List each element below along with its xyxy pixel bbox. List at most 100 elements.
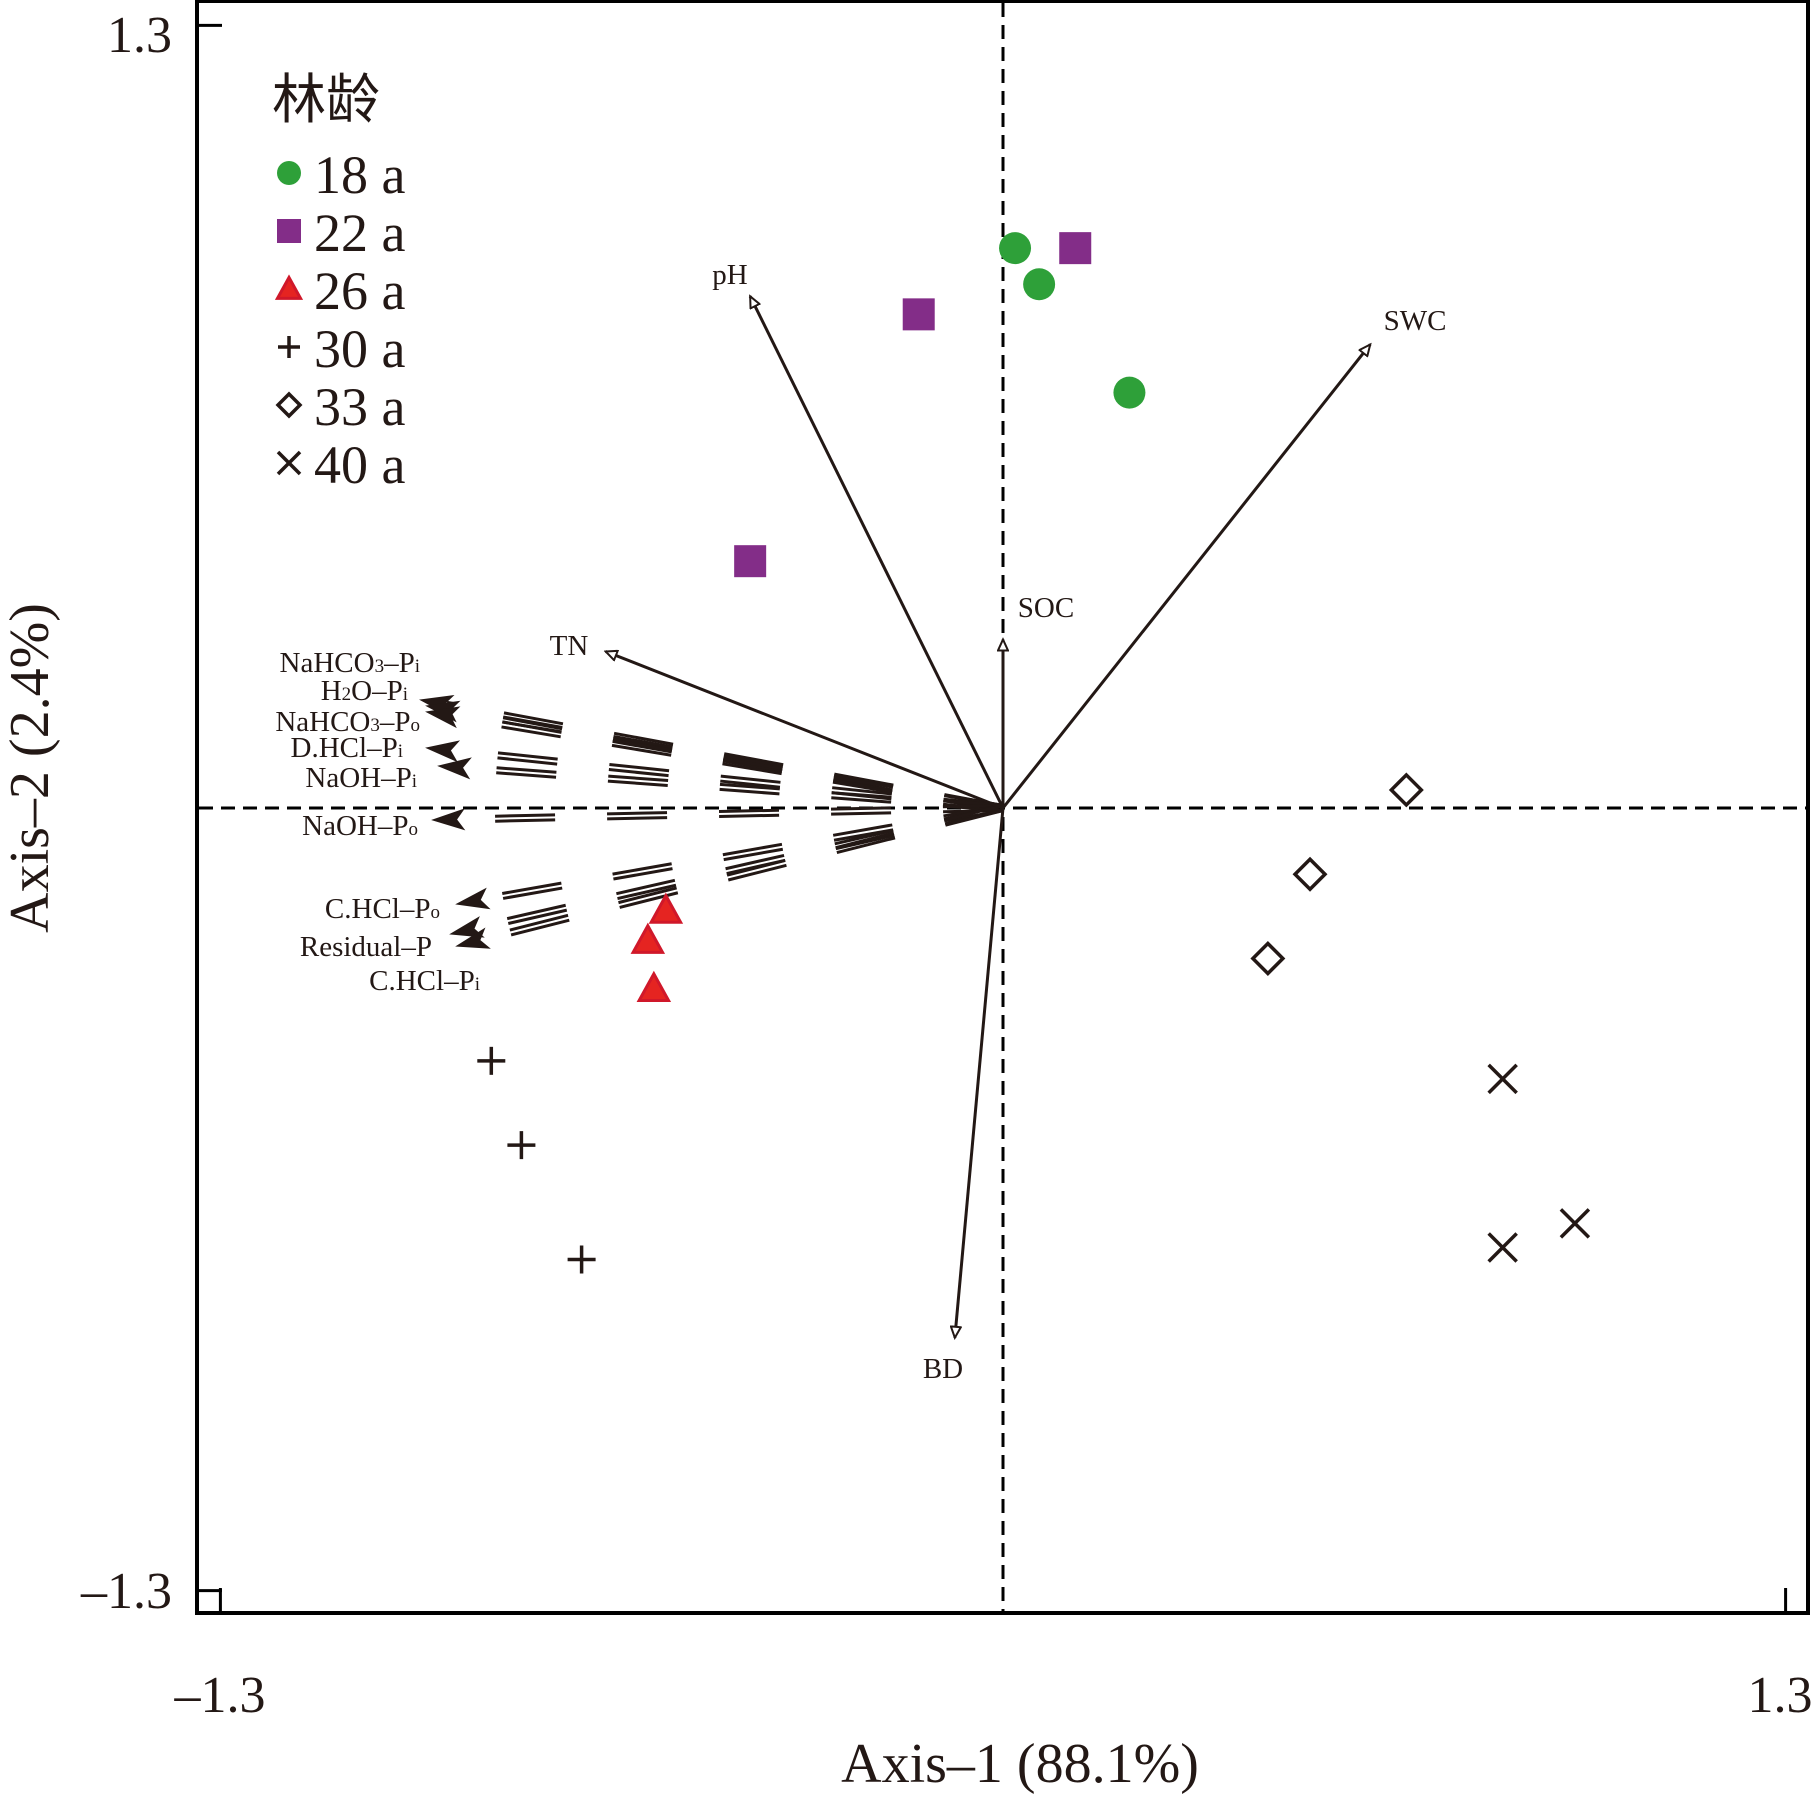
response-vector-6: C.HCl–Po: [325, 804, 1004, 925]
legend-label: 22 a: [314, 203, 406, 263]
legend-entry: 18 a: [277, 145, 406, 205]
series-22-a: [734, 232, 1092, 578]
response-vector-2: NaHCO3–Po: [275, 706, 1004, 812]
explanatory-vector-swc: SWC: [1001, 305, 1447, 809]
y-axis-title: Axis–2 (2.4%): [0, 603, 61, 933]
legend-entry: 26 a: [274, 261, 406, 321]
response-vector-head: [449, 916, 485, 938]
response-vector-shaft: [452, 717, 1003, 812]
data-point: [1487, 1232, 1518, 1263]
legend-entry: 22 a: [277, 203, 406, 263]
legend-label: 33 a: [314, 377, 406, 437]
response-vector-label: NaOH–Po: [302, 810, 418, 842]
response-vector-shaft: [452, 751, 1003, 812]
legend-marker-square: [277, 219, 301, 243]
y-tick-label-min: –1.3: [80, 1563, 172, 1620]
data-point: [1023, 268, 1056, 301]
data-point: [1059, 232, 1092, 265]
series-26-a: [630, 892, 684, 1002]
response-vector-shaft: [459, 804, 1003, 819]
data-point: [567, 1245, 596, 1274]
response-vector-shaft: [482, 808, 1004, 904]
data-point: [734, 545, 767, 578]
x-tick-label-max: 1.3: [1748, 1667, 1813, 1724]
data-point: [477, 1046, 506, 1075]
legend-marker-cross: [276, 450, 302, 476]
explanatory-vector-label: pH: [712, 259, 748, 291]
response-vector-head: [425, 740, 461, 763]
cross-stroke: [276, 450, 302, 476]
response-vector-head: [455, 887, 491, 910]
plot-frame: [195, 0, 1810, 1615]
data-point: [1559, 1208, 1591, 1239]
response-vector-head: [437, 757, 472, 780]
data-point: [636, 970, 672, 1002]
response-vector-label: H2O–Pi: [321, 675, 408, 707]
response-vector-3: D.HCl–Pi: [291, 732, 1004, 812]
explanatory-vector-shaft: [606, 651, 1004, 810]
explanatory-vector-label: SOC: [1018, 592, 1074, 624]
response-vector-head: [431, 808, 466, 831]
legend-marker-triangle: [274, 274, 304, 300]
explanatory-vector-shaft: [748, 296, 1005, 809]
cross-stroke: [1487, 1063, 1518, 1095]
data-point: [999, 232, 1032, 265]
legend-label: 40 a: [314, 435, 406, 495]
explanatory-vector-ph: pH: [712, 259, 1005, 809]
response-vector-head: [425, 706, 461, 729]
y-tick-label-max: 1.3: [107, 7, 172, 64]
data-point: [902, 298, 935, 331]
series-33-a: [1250, 772, 1424, 976]
response-vector-7: Residual–P: [300, 804, 1004, 963]
response-vector-label: NaHCO3–Pi: [280, 647, 420, 679]
legend-entry: 30 a: [278, 319, 406, 379]
explanatory-vector-tn: TN: [550, 630, 1004, 810]
response-vector-shaft: [459, 808, 1004, 824]
data-point: [1388, 772, 1424, 808]
data-point: [648, 892, 684, 924]
legend-label: 18 a: [314, 145, 406, 205]
legend-marker-circle: [277, 161, 301, 185]
legend-entry: 33 a: [275, 377, 406, 437]
explanatory-vector-label: SWC: [1384, 305, 1447, 337]
data-point: [507, 1131, 536, 1160]
sample-points: [477, 232, 1591, 1274]
response-vector-shaft: [475, 804, 1003, 928]
legend-label: 30 a: [314, 319, 406, 379]
legend-entry: 40 a: [276, 435, 406, 495]
response-vector-label: Residual–P: [300, 931, 432, 963]
response-vector-label: C.HCl–Pi: [369, 965, 480, 997]
data-point: [1292, 856, 1328, 892]
response-vector-shaft: [465, 763, 1004, 808]
response-vector-shaft: [482, 804, 1003, 899]
explanatory-vectors: pH SWC SOC TN BD: [550, 259, 1447, 1385]
response-vector-shaft: [446, 700, 1004, 808]
legend-marker-diamond: [275, 391, 303, 419]
response-vector-shaft: [464, 768, 1003, 812]
explanatory-vector-shaft: [1001, 344, 1370, 809]
response-vector-label: NaHCO3–Po: [275, 706, 420, 738]
axis-ticks: [199, 23, 1788, 1611]
response-vector-head: [455, 927, 491, 949]
response-vector-shaft: [452, 706, 1004, 808]
response-vector-shaft: [482, 808, 1004, 944]
series-18-a: [999, 232, 1146, 409]
response-vector-label: D.HCl–Pi: [291, 732, 403, 764]
cross-stroke: [1559, 1208, 1591, 1239]
response-vector-4: NaOH–Pi: [305, 757, 1004, 812]
explanatory-vector-soc: SOC: [1003, 592, 1074, 808]
legend-label: 26 a: [314, 261, 406, 321]
legend-title: 林龄: [272, 70, 380, 130]
legend: 林龄 18 a22 a26 a30 a33 a40 a: [272, 70, 406, 495]
explanatory-vector-bd: BD: [923, 807, 1005, 1385]
data-point: [630, 922, 666, 954]
response-vector-label: C.HCl–Po: [325, 893, 440, 925]
explanatory-vector-label: TN: [550, 630, 589, 662]
series-40-a: [1487, 1063, 1591, 1263]
data-point: [1250, 941, 1286, 976]
x-axis-title: Axis–1 (88.1%): [841, 1733, 1199, 1795]
series-30-a: [477, 1046, 596, 1274]
data-point: [1487, 1063, 1518, 1095]
